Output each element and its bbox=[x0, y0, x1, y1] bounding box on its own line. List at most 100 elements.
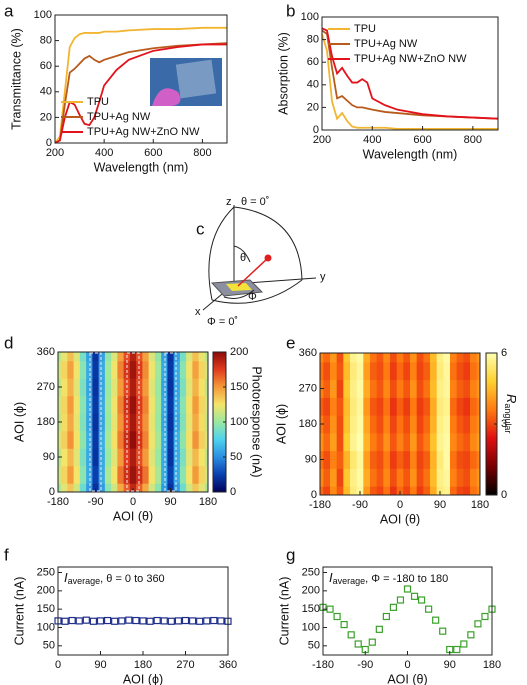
y-tick-label: 250 bbox=[302, 566, 320, 578]
heatmap-cell bbox=[416, 415, 424, 434]
heatmap-cell bbox=[330, 450, 338, 469]
heatmap-cell bbox=[396, 432, 404, 452]
heatmap-cell bbox=[476, 486, 480, 495]
heatmap-cell bbox=[476, 415, 480, 434]
heatmap-cell bbox=[376, 468, 384, 487]
heatmap-cell bbox=[167, 360, 175, 379]
heatmap-cell bbox=[117, 483, 125, 492]
heatmap-cell bbox=[430, 450, 438, 469]
heatmap-cell bbox=[92, 430, 100, 449]
heatmap-cell bbox=[173, 378, 181, 397]
colorbar-tick-label: 100 bbox=[230, 416, 248, 428]
heatmap-cell bbox=[476, 379, 480, 398]
x-tick-label: 0 bbox=[130, 496, 136, 508]
heatmap-cell bbox=[403, 353, 411, 363]
heatmap-cell bbox=[142, 378, 150, 397]
x-axis-label: AOI (θ) bbox=[380, 512, 420, 526]
heatmap-cell bbox=[129, 395, 137, 414]
heatmap-cell bbox=[320, 361, 324, 381]
heatmap-cell bbox=[129, 352, 137, 362]
heatmap-cell bbox=[376, 397, 384, 416]
point bbox=[382, 612, 390, 621]
heatmap-cell bbox=[430, 353, 438, 363]
heatmap-cell bbox=[173, 360, 181, 379]
heatmap-cell bbox=[330, 486, 338, 495]
heatmap-cell bbox=[376, 353, 384, 363]
heatmap-cell bbox=[198, 413, 206, 432]
heatmap-cell bbox=[142, 465, 150, 484]
heatmap-cell bbox=[330, 415, 338, 434]
heatmap-cell bbox=[450, 379, 458, 398]
heatmap-cell bbox=[476, 361, 480, 381]
point bbox=[132, 616, 140, 625]
heatmap-cell bbox=[98, 483, 106, 492]
heatmap-cell bbox=[383, 486, 391, 495]
heatmap-cell bbox=[436, 353, 444, 363]
heatmap-cell bbox=[167, 483, 175, 492]
point bbox=[481, 612, 489, 621]
heatmap-cell bbox=[167, 448, 175, 467]
point bbox=[61, 617, 69, 625]
colorbar-tick-label: 50 bbox=[230, 451, 242, 463]
heatmap-cell bbox=[161, 413, 168, 432]
heatmap-cell bbox=[363, 486, 371, 495]
panel-letter: a bbox=[4, 1, 14, 20]
heatmap-cell bbox=[142, 360, 150, 379]
heatmap-cell bbox=[173, 465, 181, 484]
point bbox=[432, 616, 440, 624]
heatmap-cell bbox=[111, 448, 118, 467]
heatmap-cell bbox=[111, 465, 118, 484]
legend-label: TPU+Ag NW+ZnO NW bbox=[354, 53, 467, 65]
heatmap-cell bbox=[356, 353, 364, 363]
heatmap-cell bbox=[117, 352, 125, 362]
x-tick-label: 90 bbox=[94, 659, 106, 671]
heatmap-cell bbox=[470, 486, 478, 495]
heatmap-cell bbox=[92, 352, 100, 362]
point bbox=[153, 616, 161, 625]
heatmap-cell bbox=[104, 448, 112, 467]
heatmap-cell bbox=[92, 378, 100, 397]
heatmap-cell bbox=[148, 352, 156, 362]
heatmap-cell bbox=[336, 432, 344, 452]
heatmap-cell bbox=[336, 397, 344, 416]
heatmap-cell bbox=[423, 486, 431, 495]
heatmap-cell bbox=[343, 450, 351, 469]
heatmap-cell bbox=[73, 448, 81, 467]
heatmap-cell bbox=[430, 361, 438, 381]
heatmap-cell bbox=[330, 397, 338, 416]
heatmap-cell bbox=[430, 397, 438, 416]
heatmap-cell bbox=[370, 450, 378, 469]
heatmap-cell bbox=[370, 353, 378, 363]
heatmap-cell bbox=[356, 486, 364, 495]
heatmap-cell bbox=[98, 395, 106, 414]
heatmap-cell bbox=[67, 483, 75, 492]
heatmap-cell bbox=[320, 486, 324, 495]
heatmap-cell bbox=[323, 379, 331, 398]
heatmap-cell bbox=[383, 397, 391, 416]
heatmap-cell bbox=[370, 486, 378, 495]
heatmap-cell bbox=[443, 432, 451, 452]
heatmap-cell bbox=[370, 361, 378, 381]
heatmap-cell bbox=[403, 432, 411, 452]
heatmap-cell bbox=[117, 395, 125, 414]
y-axis-label: Absorption (%) bbox=[276, 32, 290, 115]
heatmap-cell bbox=[86, 483, 93, 492]
y-axis-label: Current (nA) bbox=[12, 577, 26, 646]
heatmap-cell bbox=[476, 432, 480, 452]
heatmap-cell bbox=[336, 379, 344, 398]
heatmap-cell bbox=[450, 486, 458, 495]
y-tick-label: 200 bbox=[302, 585, 320, 597]
heatmap-cell bbox=[186, 378, 193, 397]
heatmap-cell bbox=[98, 360, 106, 379]
heatmap-cell bbox=[436, 379, 444, 398]
inset-film bbox=[175, 59, 217, 99]
heatmap-cell bbox=[67, 413, 75, 432]
heatmap-cell bbox=[204, 378, 208, 397]
legend-label: TPU+Ag NW bbox=[354, 38, 418, 50]
heatmap-cell bbox=[336, 468, 344, 487]
heatmap-cell bbox=[390, 353, 398, 363]
heatmap-cell bbox=[79, 430, 87, 449]
point bbox=[396, 596, 405, 604]
x-axis-label: AOI (θ) bbox=[113, 509, 153, 523]
heatmap-cell bbox=[370, 379, 378, 398]
